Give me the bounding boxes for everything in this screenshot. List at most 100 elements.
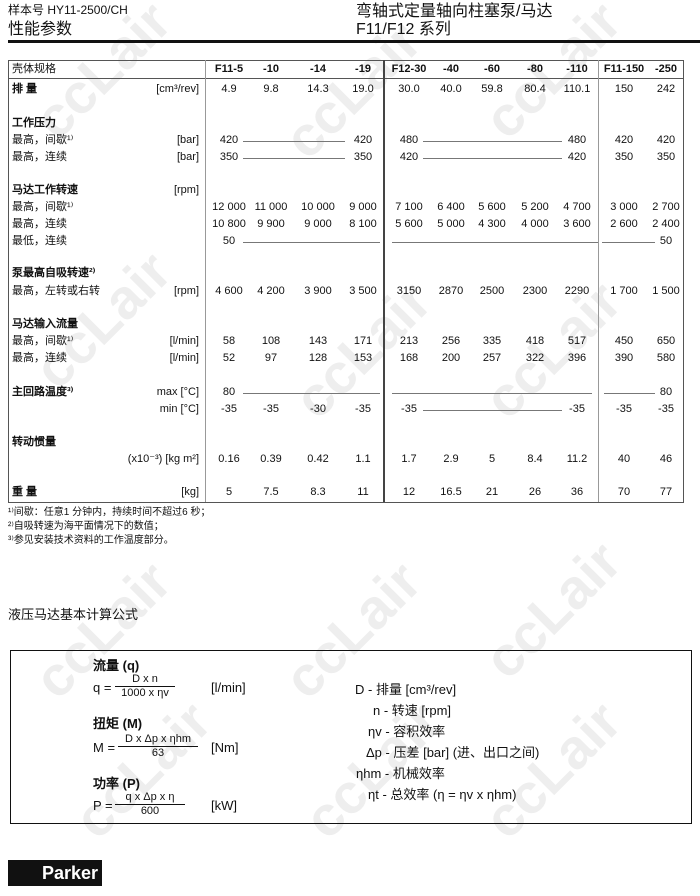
table-cell: 5 000: [437, 218, 465, 230]
table-cell: 40.0: [440, 83, 462, 95]
table-cell: 350: [219, 151, 239, 163]
torque-fraction: D x Δp x ηhm 63: [118, 733, 198, 759]
table-cell: 80: [222, 386, 236, 398]
table-cell: 21: [485, 486, 499, 498]
table-cell: 5 600: [478, 201, 506, 213]
range-line: [243, 158, 345, 159]
table-cell: 3 500: [349, 285, 377, 297]
table-cell: -35: [569, 403, 585, 415]
column-header: -110: [566, 63, 588, 75]
series-title: F11/F12 系列: [356, 21, 451, 38]
row-label: 最高，连续: [12, 352, 67, 364]
formula-box: [10, 650, 692, 824]
table-cell: 171: [353, 335, 373, 347]
table-cell: 3 000: [610, 201, 638, 213]
row-label: 转动惯量: [12, 436, 56, 448]
table-cell: 450: [614, 335, 634, 347]
range-line: [243, 393, 380, 394]
table-cell: 1 500: [652, 285, 680, 297]
table-cell: 9 000: [304, 218, 332, 230]
legend-line: n - 转速 [rpm]: [373, 703, 452, 718]
range-line: [392, 242, 598, 243]
row-unit: min [°C]: [159, 403, 199, 415]
range-line: [604, 393, 655, 394]
table-cell: 4 300: [478, 218, 506, 230]
row-label: 最高，连续: [12, 151, 67, 163]
legend-line: ηt - 总效率 (η = ηv x ηhm): [368, 787, 517, 802]
table-cell: 350: [614, 151, 634, 163]
table-cell: 2290: [564, 285, 590, 297]
column-header: F11-150: [603, 63, 645, 75]
power-unit: [kW]: [211, 798, 237, 813]
denominator: 63: [118, 746, 198, 759]
legend-line: D - 排量 [cm³/rev]: [355, 682, 457, 697]
row-unit: [bar]: [176, 151, 199, 163]
table-cell: 9.8: [263, 83, 279, 95]
table-cell: 168: [399, 352, 419, 364]
table-cell: 4 200: [257, 285, 285, 297]
table-cell: 8 100: [349, 218, 377, 230]
parker-logo: Parker: [8, 860, 102, 886]
row-unit: [rpm]: [173, 184, 199, 196]
table-cell: 2 400: [652, 218, 680, 230]
table-cell: -35: [263, 403, 279, 415]
table-cell: 213: [399, 335, 419, 347]
range-line: [602, 242, 655, 243]
table-cell: 26: [528, 486, 542, 498]
row-unit: [cm³/rev]: [156, 83, 199, 95]
table-cell: 480: [567, 134, 587, 146]
table-cell: 4 700: [563, 201, 591, 213]
range-line: [423, 158, 562, 159]
spec-table: [8, 60, 684, 503]
table-cell: 2870: [438, 285, 464, 297]
table-cell: 390: [614, 352, 634, 364]
table-cell: 11: [357, 486, 369, 498]
column-header: -80: [527, 63, 543, 75]
table-cell: -35: [221, 403, 237, 415]
range-line: [423, 141, 562, 142]
table-cell: 59.8: [481, 83, 503, 95]
table-cell: 335: [482, 335, 502, 347]
table-cell: 70: [617, 486, 631, 498]
table-cell: 80.4: [524, 83, 546, 95]
table-cell: 322: [525, 352, 545, 364]
footnote: ³⁾参见安装技术资料的工作温度部分。: [8, 535, 174, 546]
table-cell: 350: [656, 151, 676, 163]
column-divider: [383, 60, 385, 502]
footnote: ¹⁾间歇：任意1 分钟内，持续时间不超过6 秒；: [8, 507, 211, 518]
table-cell: 2300: [522, 285, 548, 297]
table-cell: 256: [441, 335, 461, 347]
section-title: 性能参数: [8, 21, 73, 38]
row-label: 马达工作转速: [12, 184, 78, 196]
table-cell: 80: [659, 386, 673, 398]
table-cell: 480: [399, 134, 419, 146]
row-unit: [rpm]: [173, 285, 199, 297]
row-label: 最高，连续: [12, 218, 67, 230]
table-cell: 420: [614, 134, 634, 146]
denominator: 1000 x ηv: [115, 686, 175, 699]
header-divider: [8, 78, 683, 79]
table-corner: 壳体规格: [12, 63, 56, 75]
table-cell: 1 700: [610, 285, 638, 297]
column-header: F11-5: [214, 63, 244, 75]
table-cell: 420: [353, 134, 373, 146]
column-header: -14: [310, 63, 326, 75]
table-cell: 97: [264, 352, 278, 364]
row-unit: [kg]: [181, 486, 199, 498]
table-cell: 3 600: [563, 218, 591, 230]
row-label: 马达输入流量: [12, 318, 78, 330]
table-cell: 10 000: [301, 201, 335, 213]
power-lhs: P =: [93, 798, 113, 813]
table-cell: -35: [401, 403, 417, 415]
numerator: D x Δp x ηhm: [124, 733, 192, 745]
table-cell: 7 100: [395, 201, 423, 213]
table-cell: 5: [488, 453, 496, 465]
footnote: ²⁾自吸转速为海平面情况下的数值；: [8, 521, 164, 532]
flow-unit: [l/min]: [211, 680, 246, 695]
table-cell: 4.9: [221, 83, 237, 95]
row-label: 最高，左转或右转: [12, 285, 100, 297]
row-label: 最高，间歇¹⁾: [12, 335, 74, 347]
range-line: [243, 141, 345, 142]
column-header: -10: [263, 63, 279, 75]
power-fraction: q x Δp x η 600: [115, 791, 185, 817]
